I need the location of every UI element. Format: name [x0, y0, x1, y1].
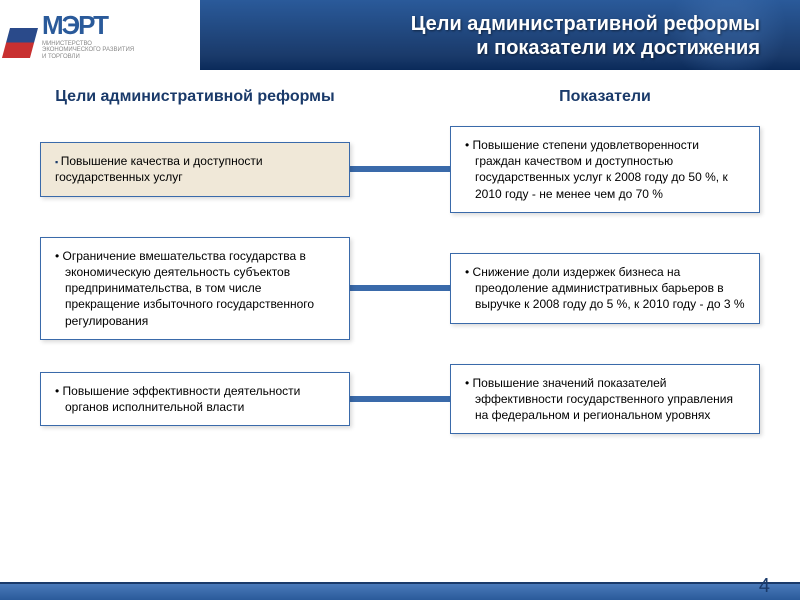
logo-area: МЭРТ МИНИСТЕРСТВО ЭКОНОМИЧЕСКОГО РАЗВИТИ…: [0, 0, 200, 70]
goal-text-1: Повышение качества и доступности государ…: [55, 154, 263, 184]
slide-title-line1: Цели административной реформы: [411, 12, 760, 36]
logo-initials: МЭРТ: [42, 10, 134, 41]
indicator-text-1: Повышение степени удовлетворенности граж…: [465, 137, 745, 202]
goal-box-1: Повышение качества и доступности государ…: [40, 142, 350, 196]
slide-title: Цели административной реформы и показате…: [411, 12, 760, 60]
row-3: Повышение эффективности деятельности орг…: [40, 364, 760, 435]
logo-subtitle-3: И ТОРГОВЛИ: [42, 54, 134, 61]
right-column-title: Показатели: [450, 88, 760, 106]
indicator-text-3: Повышение значений показателей эффективн…: [465, 375, 745, 424]
page-number: 4: [759, 575, 770, 598]
goal-text-3: Повышение эффективности деятельности орг…: [55, 383, 335, 415]
indicator-box-2: Снижение доли издержек бизнеса на преодо…: [450, 253, 760, 324]
row-1: Повышение качества и доступности государ…: [40, 126, 760, 213]
indicator-box-1: Повышение степени удовлетворенности граж…: [450, 126, 760, 213]
indicator-box-3: Повышение значений показателей эффективн…: [450, 364, 760, 435]
flag-icon: [2, 13, 42, 58]
slide-title-line2: и показатели их достижения: [411, 36, 760, 60]
left-column-title: Цели административной реформы: [40, 88, 350, 106]
goal-box-3: Повышение эффективности деятельности орг…: [40, 372, 350, 426]
row-2: Ограничение вмешательства государства в …: [40, 237, 760, 340]
logo-subtitle-1: МИНИСТЕРСТВО: [42, 41, 134, 48]
logo-subtitle-2: ЭКОНОМИЧЕСКОГО РАЗВИТИЯ: [42, 47, 134, 54]
header-bar: МЭРТ МИНИСТЕРСТВО ЭКОНОМИЧЕСКОГО РАЗВИТИ…: [0, 0, 800, 70]
body-area: Цели административной реформы Показатели…: [0, 70, 800, 580]
logo-text: МЭРТ МИНИСТЕРСТВО ЭКОНОМИЧЕСКОГО РАЗВИТИ…: [42, 10, 134, 61]
columns-header: Цели административной реформы Показатели: [40, 88, 760, 106]
footer-bar: [0, 582, 800, 600]
rows-container: Повышение качества и доступности государ…: [40, 126, 760, 434]
goal-box-2: Ограничение вмешательства государства в …: [40, 237, 350, 340]
goal-text-2: Ограничение вмешательства государства в …: [55, 248, 335, 329]
indicator-text-2: Снижение доли издержек бизнеса на преодо…: [465, 264, 745, 313]
